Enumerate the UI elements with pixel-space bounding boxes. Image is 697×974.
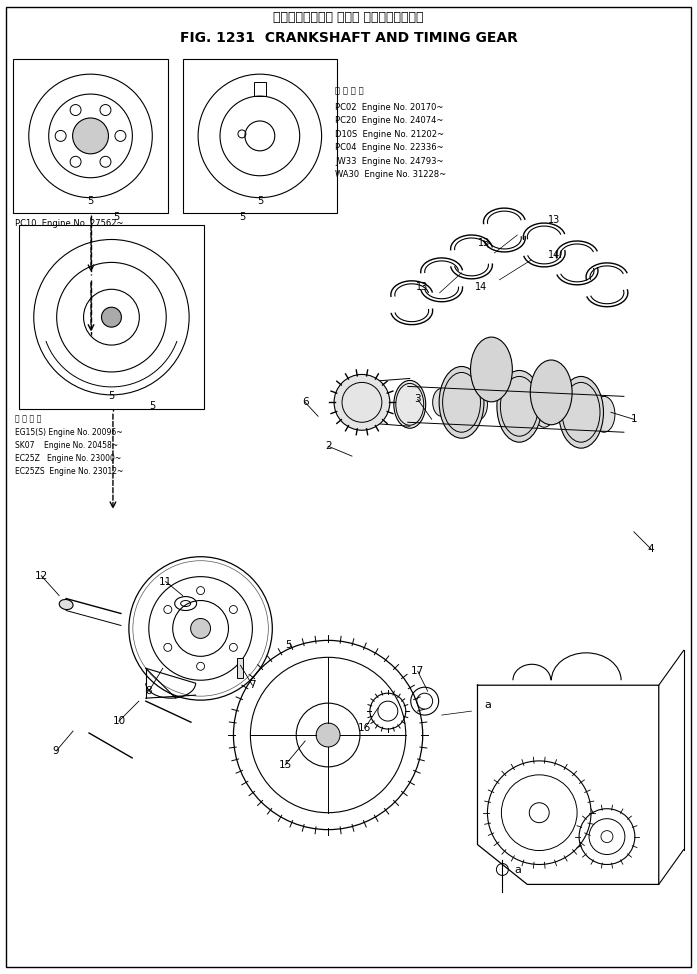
Text: 17: 17 [411, 666, 424, 676]
Ellipse shape [497, 370, 542, 442]
Text: 15: 15 [279, 760, 292, 769]
Text: 4: 4 [648, 543, 654, 554]
Text: 9: 9 [53, 746, 59, 756]
Text: 5: 5 [150, 401, 156, 411]
Text: JW33  Engine No. 24793~: JW33 Engine No. 24793~ [335, 157, 443, 166]
Ellipse shape [347, 383, 369, 423]
Text: FIG. 1231  CRANKSHAFT AND TIMING GEAR: FIG. 1231 CRANKSHAFT AND TIMING GEAR [180, 31, 517, 45]
Text: 6: 6 [302, 397, 309, 407]
Text: 11: 11 [159, 577, 172, 586]
Text: 3: 3 [415, 394, 421, 404]
Text: 適 用 号 機: 適 用 号 機 [15, 415, 42, 424]
Circle shape [102, 307, 121, 327]
Ellipse shape [439, 366, 484, 438]
Text: 13: 13 [478, 238, 491, 248]
Text: PC02  Engine No. 20170~: PC02 Engine No. 20170~ [335, 103, 443, 112]
Text: 適 用 号 機: 適 用 号 機 [335, 86, 364, 95]
Text: EG15(S) Engine No. 20096~: EG15(S) Engine No. 20096~ [15, 428, 123, 436]
Text: 5: 5 [113, 212, 119, 222]
Text: 2: 2 [325, 441, 331, 451]
Ellipse shape [593, 396, 615, 432]
Text: a: a [484, 700, 491, 710]
Text: 5: 5 [108, 392, 114, 401]
Circle shape [72, 118, 109, 154]
Bar [238, 658, 243, 678]
Bar [13, 58, 168, 213]
Text: PC20  Engine No. 24074~: PC20 Engine No. 24074~ [335, 117, 443, 126]
Text: 5: 5 [256, 196, 263, 206]
Text: 13: 13 [548, 215, 560, 225]
Ellipse shape [468, 389, 487, 420]
Ellipse shape [470, 337, 512, 402]
Text: 12: 12 [35, 571, 48, 581]
Text: 14: 14 [475, 281, 488, 292]
Text: a: a [514, 866, 521, 876]
Ellipse shape [59, 599, 73, 610]
Text: EC25ZS  Engine No. 23012~: EC25ZS Engine No. 23012~ [15, 467, 123, 475]
Ellipse shape [530, 360, 572, 425]
Circle shape [191, 618, 210, 638]
Circle shape [316, 723, 340, 747]
Text: WA30  Engine No. 31228~: WA30 Engine No. 31228~ [335, 170, 446, 179]
Text: SK07    Engine No. 20458~: SK07 Engine No. 20458~ [15, 440, 118, 450]
Ellipse shape [567, 396, 587, 429]
Text: 5: 5 [285, 640, 291, 651]
Text: 16: 16 [358, 723, 372, 733]
Text: D10S  Engine No. 21202~: D10S Engine No. 21202~ [335, 130, 444, 139]
Ellipse shape [394, 381, 426, 429]
Circle shape [334, 374, 390, 431]
Bar [183, 58, 337, 213]
Text: 13: 13 [415, 281, 428, 292]
Ellipse shape [433, 389, 450, 416]
Text: PC10  Engine No. 27562~: PC10 Engine No. 27562~ [15, 218, 124, 228]
Text: 5: 5 [239, 212, 245, 222]
Text: EC25Z   Engine No. 23000~: EC25Z Engine No. 23000~ [15, 454, 121, 463]
Text: PC04  Engine No. 22336~: PC04 Engine No. 22336~ [335, 143, 444, 152]
Bar [254, 82, 266, 96]
Ellipse shape [559, 376, 604, 448]
Text: 10: 10 [112, 716, 125, 726]
Text: 5: 5 [87, 196, 93, 206]
Bar [20, 225, 204, 409]
Text: クランクシャフト および タイミングギヤー: クランクシャフト および タイミングギヤー [273, 12, 424, 24]
Text: 14: 14 [548, 250, 560, 260]
Ellipse shape [503, 393, 521, 420]
Text: 1: 1 [631, 414, 637, 425]
Text: 8: 8 [146, 687, 152, 696]
Ellipse shape [533, 392, 556, 428]
Text: 7: 7 [249, 680, 256, 691]
